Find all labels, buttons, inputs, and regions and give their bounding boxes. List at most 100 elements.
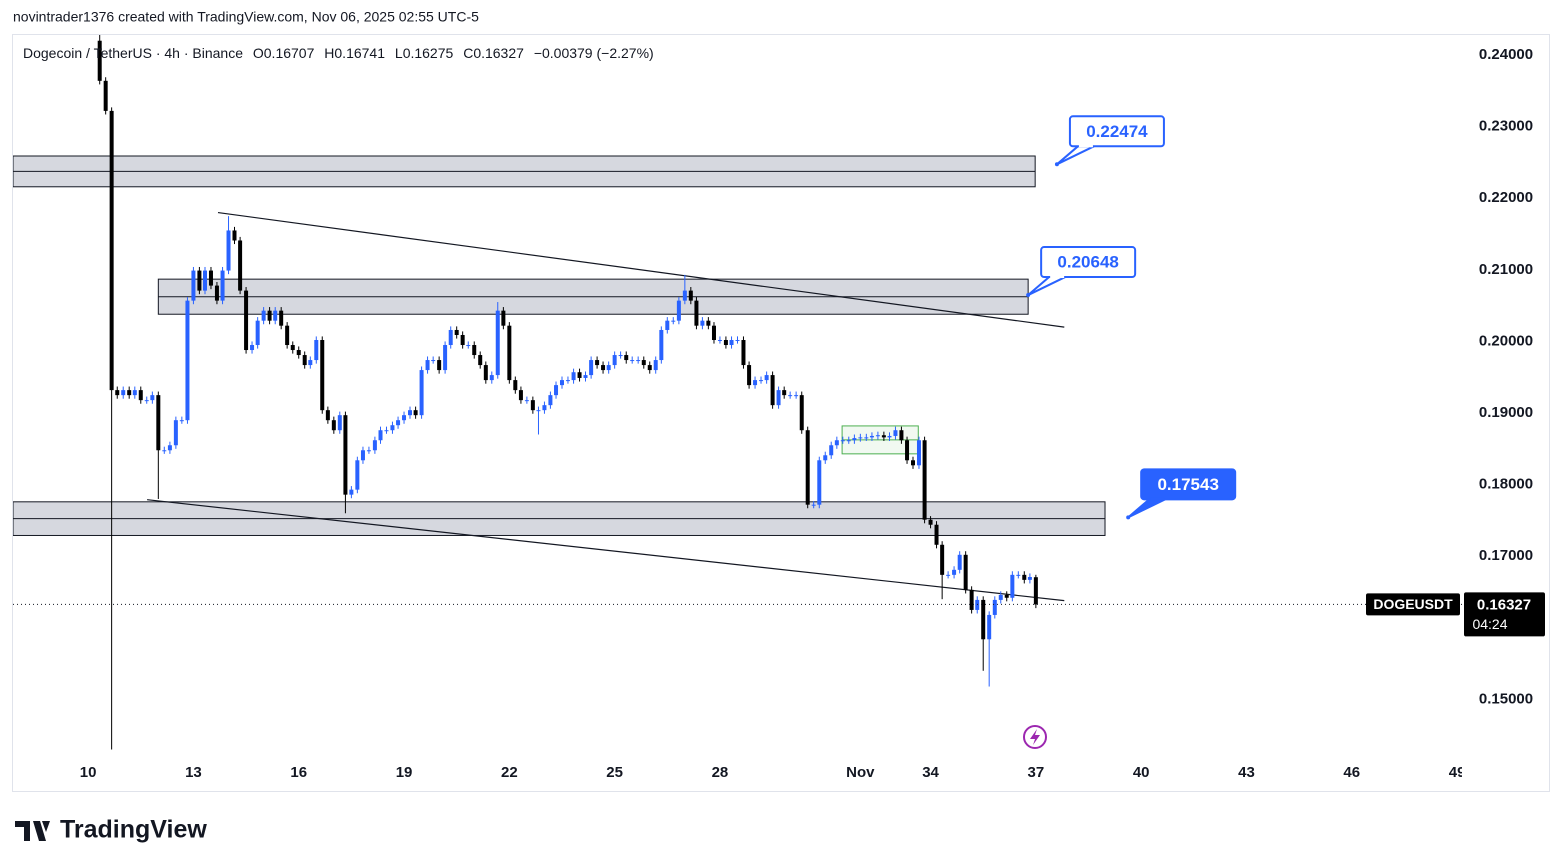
attribution: novintrader1376 created with TradingView… <box>13 9 479 25</box>
legend-prefix: H <box>324 45 334 61</box>
x-tick-label: 34 <box>922 764 939 781</box>
candle-body <box>366 450 371 452</box>
candle-body <box>548 395 553 406</box>
candle-body <box>759 380 764 382</box>
callout-box <box>1040 246 1137 279</box>
x-tick-label: 28 <box>712 764 729 781</box>
candle-body <box>109 110 114 391</box>
candle-body <box>466 345 471 347</box>
candle-body <box>103 80 108 111</box>
candle-body <box>524 400 529 402</box>
callout-label: 0.22474 <box>1086 122 1148 141</box>
callout-anchor <box>1026 293 1031 298</box>
candle-body <box>630 360 635 362</box>
trendline <box>147 499 1065 602</box>
legend-change: −0.00379 (−2.27%) <box>534 45 654 61</box>
candle-body <box>331 420 336 431</box>
candle-body <box>987 614 992 640</box>
candle-body <box>747 365 752 386</box>
x-tick-label: 43 <box>1238 764 1255 781</box>
candle-body <box>495 310 500 376</box>
candle-body <box>940 544 945 575</box>
x-tick-label: 49 <box>1449 764 1466 781</box>
logo-icon <box>15 821 50 841</box>
candle-body <box>1027 576 1032 580</box>
candle-body <box>244 290 249 351</box>
candle-body <box>869 435 874 438</box>
candle-body <box>261 310 266 321</box>
candle-body <box>694 300 699 326</box>
candle-body <box>267 310 272 321</box>
callout-label: 0.17543 <box>1157 475 1218 494</box>
candle-body <box>220 270 225 301</box>
candle-body <box>711 325 716 341</box>
callout-patch <box>1078 144 1093 148</box>
candle-body <box>788 395 793 397</box>
candle-body <box>706 320 711 326</box>
candle-body <box>273 310 278 321</box>
candle-body <box>185 300 190 421</box>
y-tick-label: 0.21000 <box>1479 261 1533 278</box>
candle-body <box>431 360 436 362</box>
candle-body <box>530 400 535 411</box>
x-tick-label: 16 <box>290 764 307 781</box>
candle-body <box>969 589 974 610</box>
symbol-tag-bg <box>1366 593 1460 616</box>
callout-box <box>1068 115 1165 148</box>
x-tick-label: 40 <box>1133 764 1150 781</box>
callout-anchor <box>1054 162 1059 167</box>
candle-body <box>858 437 863 439</box>
candle-body <box>911 460 916 466</box>
candle-body <box>595 360 600 366</box>
candle-body <box>226 230 231 271</box>
candle-body <box>571 372 576 381</box>
candle-body <box>536 410 541 412</box>
legend-low: 0.16275 <box>403 45 454 61</box>
y-tick-label: 0.20000 <box>1479 332 1533 349</box>
candle-body <box>97 40 102 81</box>
candle-body <box>390 425 395 431</box>
y-tick-label: 0.17000 <box>1479 547 1533 564</box>
candle-body <box>355 460 360 490</box>
candle-body <box>413 410 418 416</box>
candle-body <box>893 430 898 436</box>
x-tick-label: 22 <box>501 764 518 781</box>
y-tick-label: 0.24000 <box>1479 46 1533 63</box>
candle-body <box>138 390 143 401</box>
legend-open: 0.16707 <box>264 45 315 61</box>
candle-body <box>238 240 243 291</box>
candle-body <box>437 360 442 371</box>
candle-body <box>290 345 295 351</box>
candle-body <box>565 380 570 382</box>
candle-body <box>577 372 582 378</box>
trendline <box>217 211 1065 328</box>
x-tick-label: 13 <box>185 764 202 781</box>
candle-body <box>250 345 255 351</box>
candle-body <box>764 375 769 381</box>
candle-body <box>794 395 799 397</box>
candle-body <box>360 450 365 461</box>
candle-body <box>829 445 834 456</box>
candle-body <box>337 415 342 431</box>
candle-body <box>162 450 167 452</box>
candle-body <box>957 554 962 570</box>
callout-label: 0.20648 <box>1057 253 1118 272</box>
candle-body <box>378 430 383 441</box>
alert-icon[interactable] <box>1023 725 1047 749</box>
candle-body <box>448 329 453 346</box>
candle-body <box>665 320 670 330</box>
candle-body <box>285 325 290 346</box>
candle-body <box>302 355 307 366</box>
candle-body <box>992 599 997 615</box>
candle-body <box>501 310 506 326</box>
y-tick-label: 0.18000 <box>1479 476 1533 493</box>
candle-body <box>489 375 494 381</box>
callout-box <box>1140 468 1237 501</box>
candle-body <box>1004 594 1009 598</box>
candle-body <box>753 380 758 386</box>
x-axis: 10 13 16 19 22 25 28 Nov 34 37 40 43 46 49 <box>80 764 1466 781</box>
candle-body <box>916 440 921 466</box>
candle-body <box>255 320 260 346</box>
candle-body <box>676 300 681 321</box>
